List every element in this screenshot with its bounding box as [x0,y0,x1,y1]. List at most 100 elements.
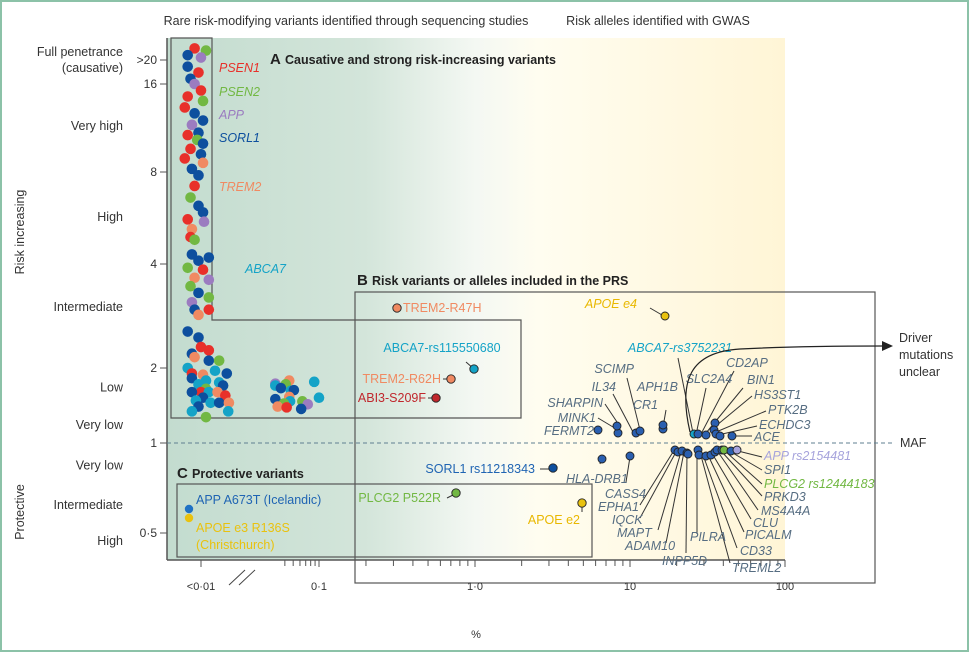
rare-variant-point [193,170,204,181]
rare-variant-point [203,355,215,366]
leader-line-slc2a4 [696,387,707,431]
variant-point-echdc3 [715,431,725,441]
variant-label-sharpin: SHARPIN [547,396,604,410]
y-category-label: (causative) [62,61,123,75]
gene-legend-app: APP [218,108,245,122]
panel-c-title: Protective variants [192,467,304,481]
variant-point-apoe-e4 [660,311,670,321]
rare-variant-point [197,207,209,218]
leader-line-picalm [707,454,745,533]
rare-variant-point [193,255,204,267]
variant-label-mink1: MINK1 [558,411,596,425]
variant-label-hs3st1: HS3ST1 [754,388,801,402]
variant-point-abi3-s209f [431,393,441,403]
panel-c-box [176,483,593,558]
rare-variant-point [281,402,292,413]
variant-point-app-rs2154481 [732,445,742,455]
rare-variant-point [203,292,215,303]
y-label-risk-increasing: Risk increasing [13,190,27,275]
rare-variant-point [195,52,207,63]
variant-label-slc2a4: SLC2A4 [686,372,733,386]
leader-line-sharpin [604,403,618,423]
rare-variant-point [221,368,233,379]
variant-label-picalm: PICALM [745,528,792,542]
gene-legend-sorl1: SORL1 [219,131,260,145]
variant-label-ms4a4a: MS4A4A [761,504,810,518]
rare-variant-point [182,61,194,72]
leader-line-epha1 [639,451,674,506]
variant-label-fermt2: FERMT2 [544,424,594,438]
leader-line-plcg2-rs12444183 [725,451,763,485]
y-category-label: Very low [76,418,124,432]
variant-point-plcg2-p522r [451,488,461,498]
y-category-label: Intermediate [54,498,124,512]
rare-variant-point [185,280,196,292]
variant-point-apoe-e3-r136s-christchurch [184,513,194,523]
variant-point-scimp [635,426,645,436]
rare-variant-point [197,115,209,126]
rare-variant-point [186,163,198,175]
variant-label-prkd3: PRKD3 [764,490,806,504]
rare-variant-point [313,392,325,403]
leader-line-scimp [626,377,641,431]
header-left: Rare risk-modifying variants identified … [164,14,529,28]
rare-variant-point [182,91,194,102]
panel-b-title: Risk variants or alleles included in the… [372,274,628,288]
leader-line-spi1 [730,451,763,471]
variant-label-apoe-e4: APOE e4 [584,297,637,311]
rare-variant-point [209,365,221,377]
rare-variant-point [193,332,204,343]
rare-variant-point [182,129,194,141]
leader-line-iqck [639,451,677,519]
variant-point-aph1b [658,420,668,430]
variant-label-apoe-e3-r136s-christchurch: (Christchurch) [196,538,275,552]
variant-label-apoe-e3-r136s-christchurch: APOE e3 R136S [196,521,290,535]
gene-legend: PSEN1 PSEN2 APP SORL1 TREM2 ABCA7 [218,61,287,276]
driver-arrow-curve [685,345,883,433]
y-category-label: Low [100,381,124,395]
leader-line-adam10 [665,451,685,544]
gene-legend-psen2: PSEN2 [219,85,260,99]
x-tick-label: 100 [776,581,794,593]
variant-label-abca7-rs115550680: ABCA7-rs115550680 [383,341,500,355]
rare-variant-point [308,376,320,388]
variant-point-sorl1-rs11218343 [548,463,558,473]
variant-label-abca7-rs3752231: ABCA7-rs3752231 [627,341,732,355]
rare-variant-point [182,214,194,225]
maf-label: MAF [900,436,927,450]
leader-line-ms4a4a [717,451,759,511]
x-tick-label: 0·1 [311,581,327,593]
y-category-labels: Full penetrance (causative) Very high High I… [37,45,124,548]
leader-line-app-rs2154481 [737,450,763,458]
rare-variant-point [189,180,200,192]
y-category-label: Intermediate [54,300,124,314]
rare-variant-point [186,249,198,260]
data-points [179,43,742,523]
driver-mutations-label: Driver [899,331,932,345]
rare-variant-point [193,287,204,299]
variant-point-app-a673t-icelandic [184,504,194,514]
rare-variant-point [213,397,225,409]
rare-variant-point [179,153,191,164]
variant-point-inpp5d [683,449,693,459]
gene-legend-trem2: TREM2 [219,180,261,194]
variant-label-cass4: CASS4 [605,487,646,501]
variant-label-spi1: SPI1 [764,463,791,477]
axes: >20 16 8 4 2 1 0·5 <0·01 0·1 1·0 10 100 [137,38,794,593]
driver-arrow-head [882,341,893,351]
variant-label-scimp: SCIMP [594,362,634,376]
variant-label-trem2-r47h: TREM2-R47H [403,301,482,315]
rare-variant-point [179,102,191,113]
leader-line-inpp5d [685,451,688,554]
axis-break-mark [238,569,256,586]
panel-b-box [354,291,876,584]
variant-label-app-a673t-icelandic: APP A673T (Icelandic) [196,493,321,507]
rare-variant-point [182,326,194,337]
variant-point-fermt2 [593,425,603,435]
panel-boxes: A Causative and strong risk-increasing va… [170,37,876,584]
rare-variant-point [203,345,215,356]
rare-variant-point [200,411,212,423]
variant-point-apoe-e2 [577,498,587,508]
rare-variant-point [197,157,209,169]
panel-b-letter: B [357,272,368,289]
